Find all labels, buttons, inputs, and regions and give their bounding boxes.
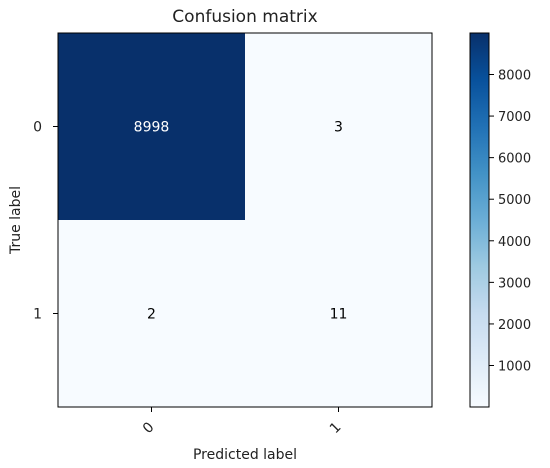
colorbar-tick-label-5: 6000 <box>498 152 531 167</box>
colorbar <box>469 32 490 408</box>
y-tick-label-0: 0 <box>33 120 42 136</box>
y-tick-label-1: 1 <box>33 307 42 323</box>
cell-value-0-0: 8998 <box>134 120 170 136</box>
colorbar-tick-label-2: 3000 <box>498 276 531 291</box>
x-tick-label-1: 1 <box>327 419 345 437</box>
colorbar-tick-label-3: 4000 <box>498 235 531 250</box>
colorbar-tick-label-0: 1000 <box>498 360 531 375</box>
cell-value-1-1: 11 <box>330 307 348 323</box>
colorbar-tick-label-7: 8000 <box>498 68 531 83</box>
colorbar-tick-label-1: 2000 <box>498 318 531 333</box>
colorbar-tick-label-6: 7000 <box>498 110 531 125</box>
matrix-cell-0-1 <box>245 33 432 220</box>
x-tick-label-0: 0 <box>140 419 158 437</box>
colorbar-tick-label-4: 5000 <box>498 193 531 208</box>
cell-value-1-0: 2 <box>147 307 156 323</box>
matrix-cell-labels: 8998 3 2 11 <box>134 120 348 323</box>
matrix-cell-0-0 <box>58 33 245 220</box>
matrix-cell-1-1 <box>245 220 432 407</box>
chart-title: Confusion matrix <box>172 7 317 27</box>
matrix-cell-1-0 <box>58 220 245 407</box>
cell-value-0-1: 3 <box>334 120 343 136</box>
y-axis-ticks: 01 <box>33 120 58 323</box>
y-axis-label: True label <box>8 186 24 255</box>
plot-frame <box>57 32 433 408</box>
x-axis-label: Predicted label <box>193 447 297 463</box>
colorbar-ticks: 1000 2000 3000 4000 5000 6000 7000 8000 <box>489 68 531 375</box>
matrix-cells <box>58 33 432 407</box>
